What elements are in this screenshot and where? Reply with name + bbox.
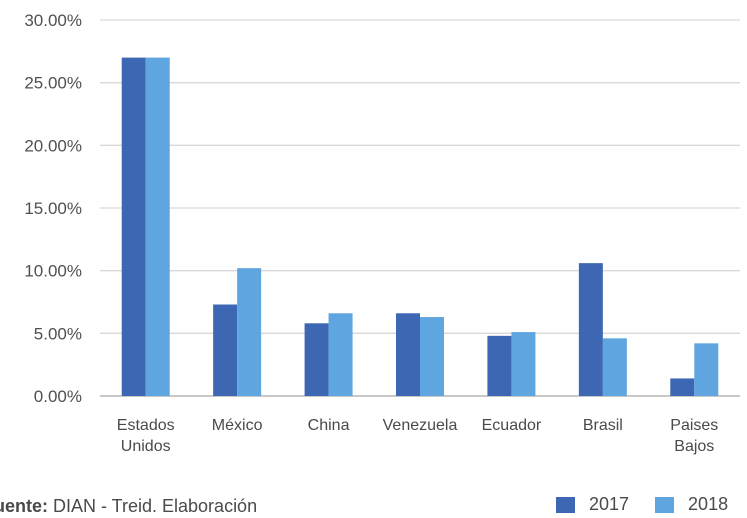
legend-swatch-2018 <box>655 496 675 513</box>
legend-item-2018: 2018 <box>655 494 728 515</box>
bar-2017 <box>487 335 512 396</box>
legend-label-2018: 2018 <box>688 494 729 514</box>
legend-item-2017: 2017 <box>556 494 629 515</box>
x-category-label: Estados Unidos <box>117 417 175 455</box>
y-tick-label: 10.00% <box>24 262 82 281</box>
bar-2017 <box>304 323 329 396</box>
x-category-label: Venezuela <box>383 417 458 434</box>
x-category-label: Ecuador <box>482 417 542 434</box>
bar-chart: 0.00% 5.00% 10.00% 15.00% 20.00% 25.00% 30.00%… <box>24 11 740 455</box>
bar-2017 <box>670 378 695 396</box>
bar-2018 <box>511 332 536 396</box>
x-axis-category-labels: Estados Unidos México China Venezuela Ecuador… <box>117 417 718 455</box>
x-category-label: Paises Bajos <box>670 417 718 455</box>
bar-2017 <box>213 304 238 396</box>
x-category-label: China <box>308 417 350 434</box>
y-axis-tick-labels: 0.00% 5.00% 10.00% 15.00% 20.00% 25.00% 30.00% <box>24 11 82 406</box>
y-tick-label: 30.00% <box>24 11 82 30</box>
bar-2017 <box>121 57 146 396</box>
gridlines <box>100 19 740 397</box>
legend-label-2017: 2017 <box>589 494 630 514</box>
source-text: DIAN - Treid. Elaboración <box>48 496 258 516</box>
bar-2018 <box>420 317 444 396</box>
legend-swatch-2017 <box>556 496 575 513</box>
source-note: uente: DIAN - Treid. Elaboración <box>0 496 257 517</box>
y-tick-label: 25.00% <box>24 74 82 93</box>
y-tick-label: 0.00% <box>34 387 82 406</box>
y-tick-label: 15.00% <box>24 199 82 218</box>
bar-2018 <box>145 57 170 396</box>
y-tick-label: 20.00% <box>24 136 82 155</box>
x-category-label: Brasil <box>583 417 623 434</box>
bar-2018 <box>602 338 627 396</box>
bar-2018 <box>694 343 719 396</box>
bar-2017 <box>578 263 603 396</box>
source-prefix: uente: <box>0 496 48 516</box>
bar-2018 <box>237 268 262 396</box>
bars <box>121 57 719 396</box>
legend: 2017 2018 <box>556 494 728 515</box>
y-tick-label: 5.00% <box>34 324 82 343</box>
bar-2018 <box>328 313 353 396</box>
x-category-label: México <box>212 417 263 434</box>
bar-2017 <box>396 313 420 396</box>
